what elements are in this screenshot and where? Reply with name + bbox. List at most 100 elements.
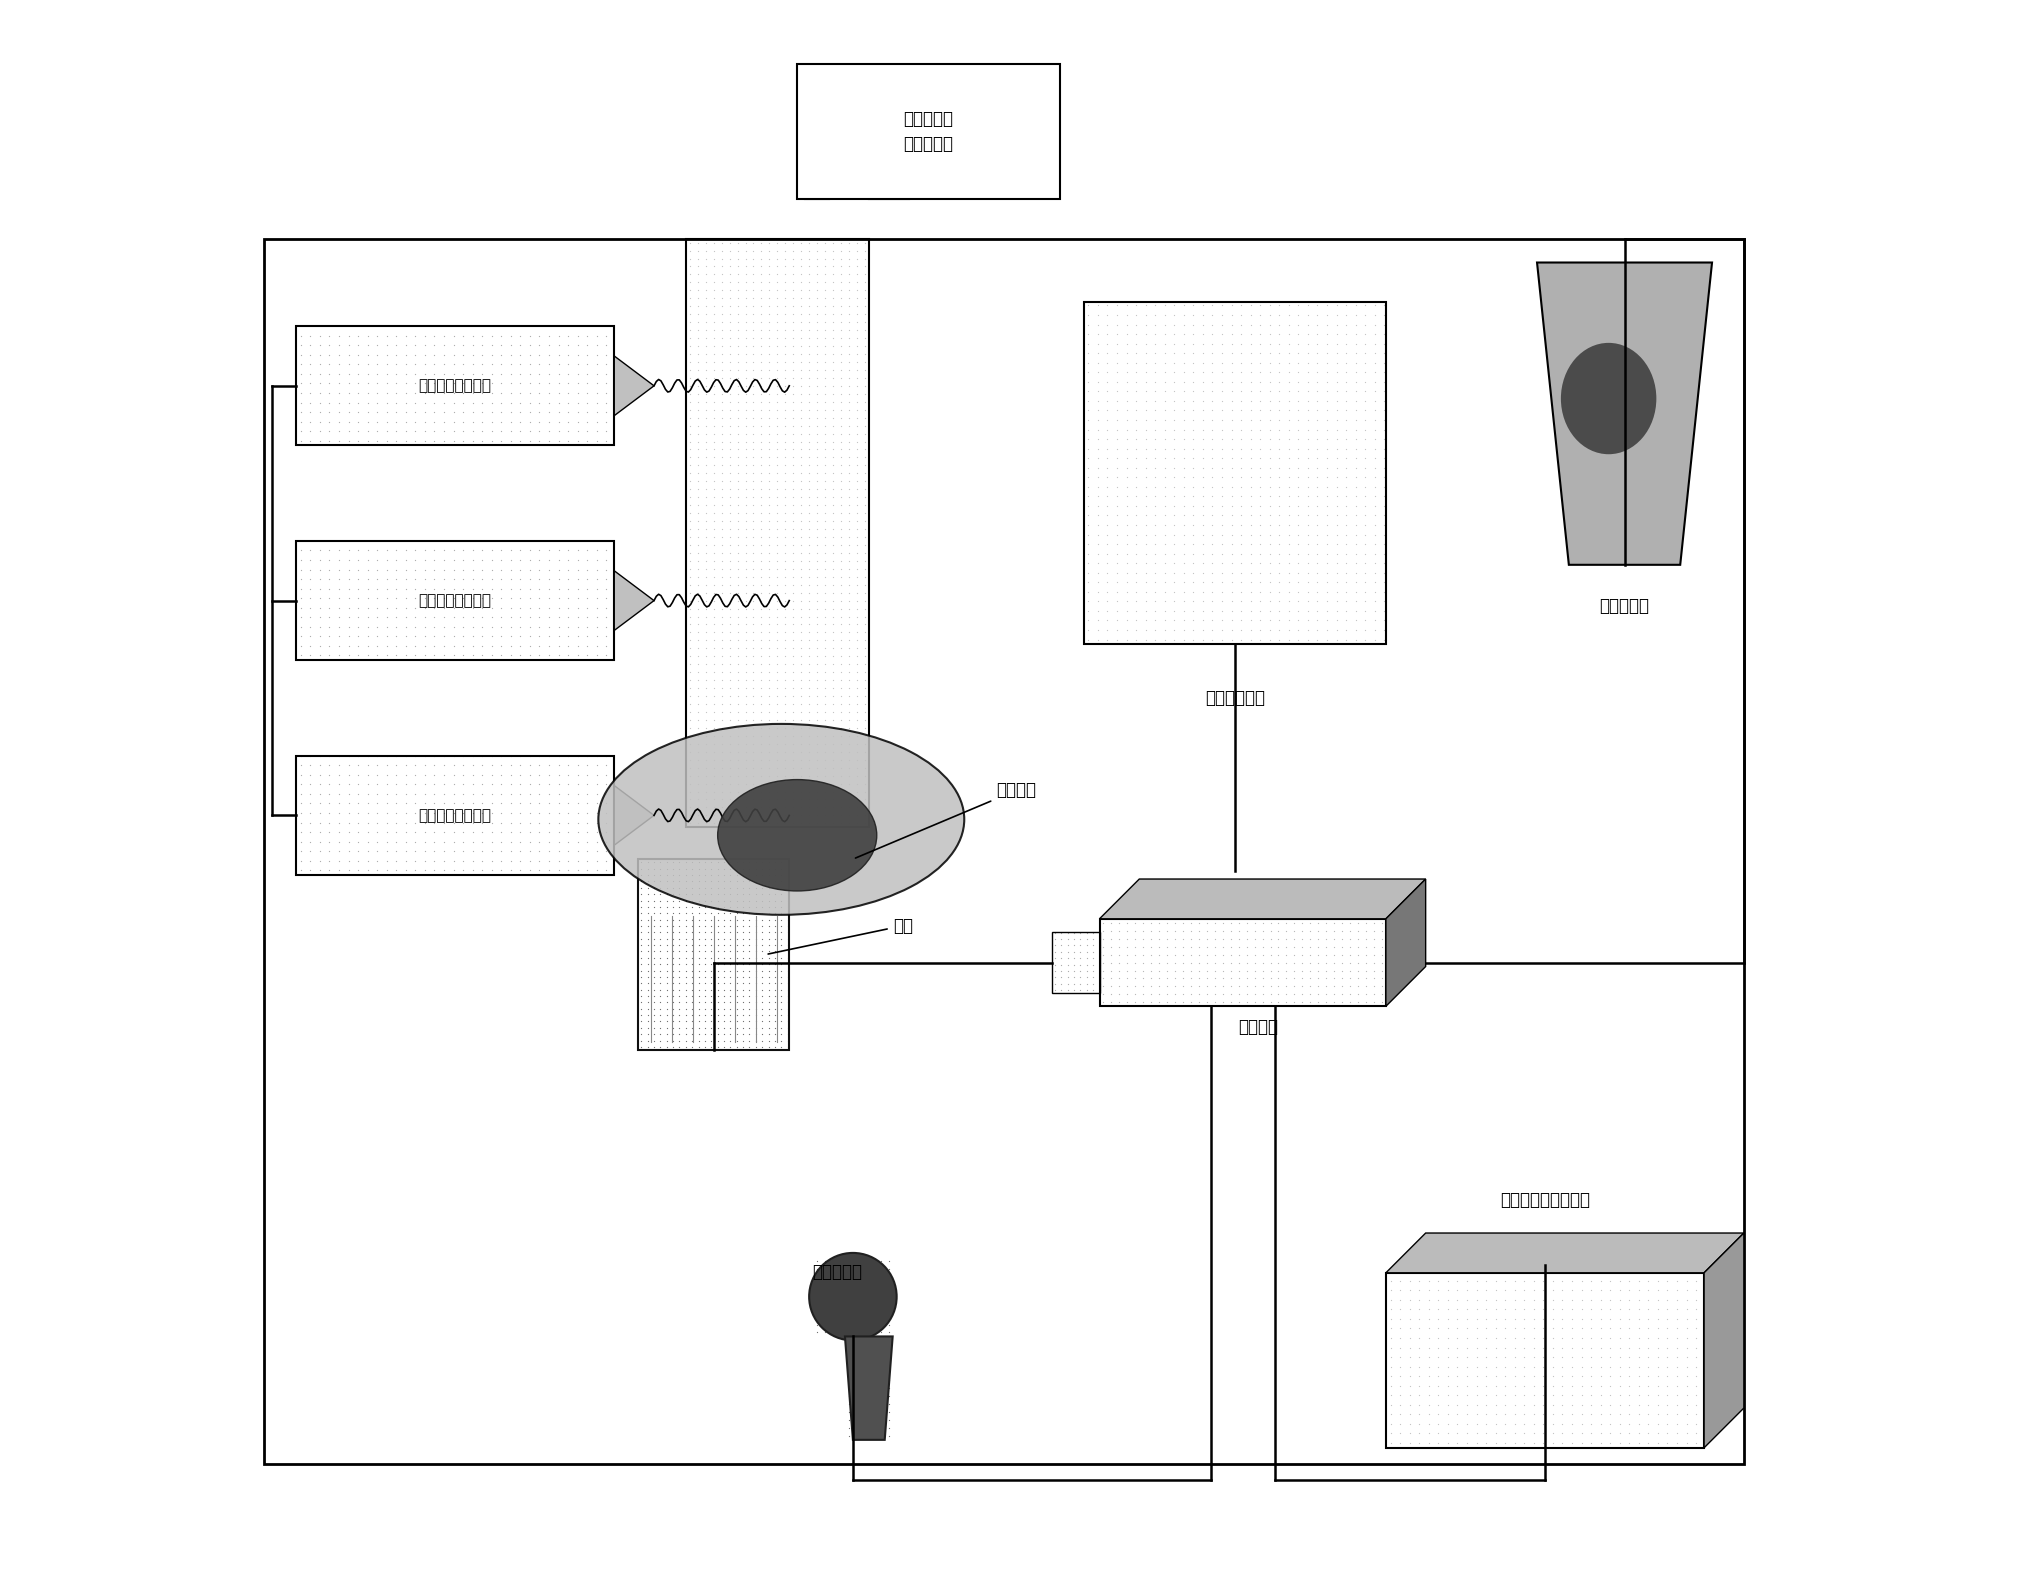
Point bbox=[1440, 1363, 1473, 1389]
Point bbox=[664, 1028, 696, 1053]
Point bbox=[637, 971, 670, 996]
Point bbox=[447, 772, 479, 797]
Point bbox=[682, 786, 714, 811]
Point bbox=[437, 753, 469, 778]
Point bbox=[674, 732, 706, 757]
Point bbox=[864, 1295, 896, 1321]
Point bbox=[744, 515, 777, 541]
Point bbox=[720, 468, 753, 493]
Point bbox=[1574, 1344, 1606, 1370]
Point bbox=[504, 791, 536, 816]
Point bbox=[831, 476, 864, 501]
Point bbox=[1572, 1257, 1604, 1282]
Point bbox=[514, 810, 546, 835]
Point bbox=[514, 361, 546, 387]
Point bbox=[771, 977, 803, 1002]
Point bbox=[1384, 1411, 1416, 1437]
Point bbox=[486, 848, 518, 873]
Point bbox=[1402, 1402, 1434, 1427]
Point bbox=[380, 399, 413, 425]
Point bbox=[1127, 950, 1159, 975]
Point bbox=[769, 237, 801, 263]
Point bbox=[409, 380, 441, 406]
Point bbox=[1357, 445, 1390, 471]
Point bbox=[1669, 1306, 1701, 1332]
Point bbox=[1661, 1278, 1693, 1303]
Point bbox=[817, 1273, 850, 1298]
Point bbox=[1254, 934, 1287, 959]
Point bbox=[831, 786, 864, 811]
Point bbox=[759, 1028, 791, 1053]
Point bbox=[643, 901, 676, 926]
Point bbox=[570, 819, 603, 845]
Point bbox=[1574, 1354, 1606, 1379]
Point bbox=[848, 627, 880, 652]
Point bbox=[674, 748, 706, 773]
Point bbox=[1129, 465, 1161, 490]
Point bbox=[649, 869, 682, 894]
Point bbox=[390, 409, 423, 434]
Point bbox=[552, 762, 585, 788]
Point bbox=[399, 566, 431, 592]
Point bbox=[712, 325, 744, 350]
Point bbox=[494, 858, 526, 883]
Point bbox=[524, 772, 556, 797]
Point bbox=[1588, 259, 1620, 285]
Point bbox=[785, 388, 817, 414]
Point bbox=[823, 428, 856, 453]
Point bbox=[465, 791, 498, 816]
Point bbox=[342, 566, 374, 592]
Point bbox=[1394, 1316, 1426, 1341]
Point bbox=[1244, 560, 1277, 585]
Point bbox=[447, 829, 479, 854]
Point bbox=[736, 420, 769, 445]
Point bbox=[801, 659, 833, 684]
Point bbox=[736, 253, 769, 278]
Point bbox=[738, 939, 771, 964]
Point bbox=[1643, 461, 1675, 487]
Point bbox=[1222, 934, 1254, 959]
Point bbox=[1357, 360, 1390, 385]
Point bbox=[831, 1257, 864, 1282]
Point bbox=[1620, 538, 1653, 565]
Point bbox=[736, 293, 769, 318]
Point bbox=[769, 754, 801, 780]
Point bbox=[1384, 1297, 1416, 1322]
Point bbox=[698, 237, 730, 263]
Point bbox=[1143, 990, 1175, 1015]
Point bbox=[591, 361, 623, 387]
Point bbox=[1157, 455, 1190, 480]
Point bbox=[1461, 1354, 1493, 1379]
Point bbox=[1341, 950, 1374, 975]
Point bbox=[744, 659, 777, 684]
Point bbox=[831, 277, 864, 302]
Point bbox=[1527, 1430, 1560, 1456]
Point bbox=[728, 659, 761, 684]
Point bbox=[1643, 515, 1675, 541]
Point bbox=[1270, 918, 1303, 943]
Point bbox=[1214, 570, 1246, 595]
Point bbox=[753, 500, 785, 525]
Point bbox=[1111, 321, 1143, 347]
Point bbox=[771, 971, 803, 996]
Point bbox=[674, 396, 706, 422]
Point bbox=[1479, 1383, 1511, 1408]
Point bbox=[332, 614, 364, 640]
Point bbox=[1325, 910, 1357, 936]
Point bbox=[1072, 531, 1105, 557]
Point bbox=[831, 738, 864, 764]
Point bbox=[1422, 1287, 1455, 1313]
Point bbox=[809, 340, 842, 366]
Point bbox=[698, 652, 730, 678]
Point bbox=[1185, 560, 1218, 585]
Point bbox=[591, 342, 623, 368]
Point bbox=[1111, 541, 1143, 566]
Point bbox=[409, 605, 441, 630]
Point bbox=[1598, 404, 1631, 430]
Point bbox=[1422, 1383, 1455, 1408]
Point bbox=[720, 492, 753, 517]
Point bbox=[1262, 982, 1295, 1007]
Point bbox=[1333, 926, 1366, 951]
Point bbox=[352, 576, 384, 601]
Point bbox=[769, 810, 801, 837]
